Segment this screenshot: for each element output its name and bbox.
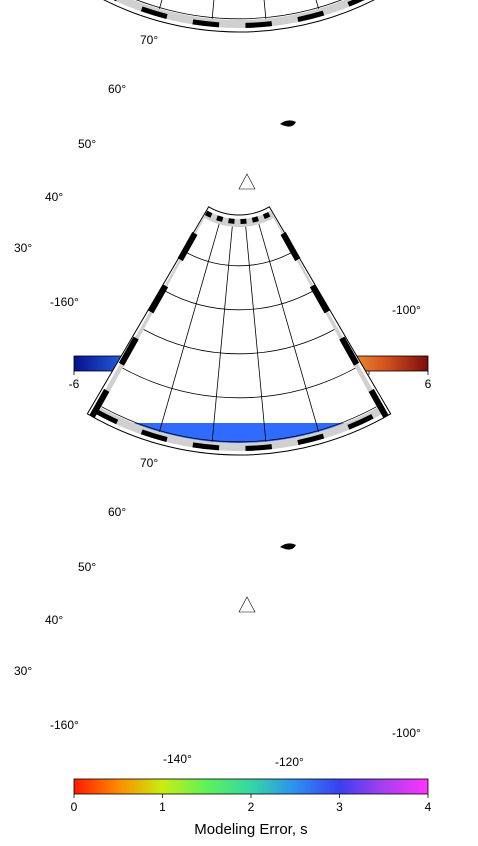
border-tick-side: [118, 336, 139, 366]
coastline: [350, 533, 390, 643]
anomaly-patch: [195, 88, 255, 132]
lon-label: -160°: [50, 718, 79, 732]
lon-label: -100°: [392, 726, 421, 740]
border-tick-top: [216, 215, 224, 222]
border-tick-bottom: [245, 444, 273, 451]
map-panel-modeling-error: 70° 60° 50° 40° 30° -160° -140° -120° -100° 0 1 2 3 4…: [14, 206, 432, 838]
error-background: [100, 423, 378, 443]
colorbar-ramp: [73, 778, 429, 795]
border-tick-top: [228, 218, 235, 224]
station-triangle-icon: [238, 173, 256, 190]
meridian-line: [245, 226, 267, 442]
lat-label: 30°: [14, 664, 32, 678]
error-patch: [130, 475, 350, 695]
colorbar-tick-label: 1: [159, 800, 166, 814]
border-tick-bottom: [92, 407, 119, 425]
lon-label: -140°: [163, 752, 192, 766]
border-tick-side: [368, 388, 389, 418]
border-tick-side: [177, 231, 198, 262]
anomaly-patch: [180, 130, 230, 174]
lon-label: -120°: [275, 755, 304, 769]
border-tick-top: [262, 212, 271, 220]
coastline: [150, 493, 350, 523]
lat-label: 50°: [78, 137, 96, 151]
meridian-line: [211, 226, 233, 442]
anomaly-patch: [373, 188, 417, 232]
border-tick-side: [339, 336, 360, 366]
error-patch: [175, 520, 315, 680]
colorbar: 0 1 2 3 4 Modeling Error, s: [71, 778, 432, 838]
station-triangle-icon: [238, 596, 256, 613]
error-patch: [175, 500, 285, 580]
border-tick-top: [240, 218, 247, 224]
border-tick-side: [148, 284, 169, 314]
border-tick-bottom: [140, 6, 168, 19]
lat-label: 60°: [108, 82, 126, 96]
border-tick-side: [89, 388, 110, 418]
border-tick-bottom: [347, 0, 365, 7]
colorbar-tick-label: 2: [248, 800, 255, 814]
coastline: [275, 92, 305, 148]
meridian-line: [159, 224, 220, 432]
lat-label: 50°: [78, 560, 96, 574]
lat-label: 30°: [14, 241, 32, 255]
border-tick-bottom: [192, 19, 220, 28]
coastline: [350, 110, 390, 220]
lake: [280, 543, 296, 550]
parallel-line: [101, 406, 377, 443]
colorbar-tick-label: 0: [71, 800, 78, 814]
lat-label: 60°: [108, 505, 126, 519]
colorbar-tick-label: 6: [425, 377, 432, 391]
border-tick-side: [309, 284, 330, 314]
border-tick-bottom: [245, 21, 273, 28]
border-tick-bottom: [113, 0, 117, 2]
anomaly-patch: [274, 183, 322, 227]
error-patch: [205, 560, 275, 650]
meridian-line: [258, 224, 319, 432]
lat-label: 40°: [45, 190, 63, 204]
border-tick-side: [280, 231, 301, 262]
colorbar-tick-label: 3: [336, 800, 343, 814]
lat-label: 40°: [45, 613, 63, 627]
coastline: [275, 515, 305, 571]
border-tick-bottom: [140, 429, 168, 442]
anomaly-patch: [304, 138, 356, 182]
lat-label: 70°: [140, 456, 158, 470]
anomaly-patch: [132, 140, 188, 180]
border-tick-bottom: [297, 10, 325, 22]
parallel-line: [143, 329, 335, 355]
colorbar-tick-label: -6: [69, 377, 80, 391]
border-tick-bottom: [347, 414, 374, 430]
lon-label: -160°: [50, 295, 79, 309]
parallel-line: [164, 290, 314, 311]
parallel-line: [122, 367, 356, 399]
lake: [280, 120, 296, 127]
anomaly-patch: [278, 82, 322, 138]
anomaly-patch: [282, 145, 314, 205]
border-tick-bottom: [192, 442, 220, 451]
coastline: [120, 541, 300, 741]
data-field: [100, 423, 378, 695]
lat-label: 70°: [140, 33, 158, 47]
parallel-line: [135, 0, 343, 20]
border-tick-top: [251, 216, 259, 223]
lon-label: -100°: [392, 303, 421, 317]
border-tick-bottom: [297, 433, 325, 445]
border-tick-top: [204, 210, 213, 218]
colorbar-tick-label: 4: [425, 800, 432, 814]
parallel-line: [185, 251, 293, 267]
coastline: [150, 70, 350, 100]
colorbar-title: Modeling Error, s: [194, 821, 307, 838]
